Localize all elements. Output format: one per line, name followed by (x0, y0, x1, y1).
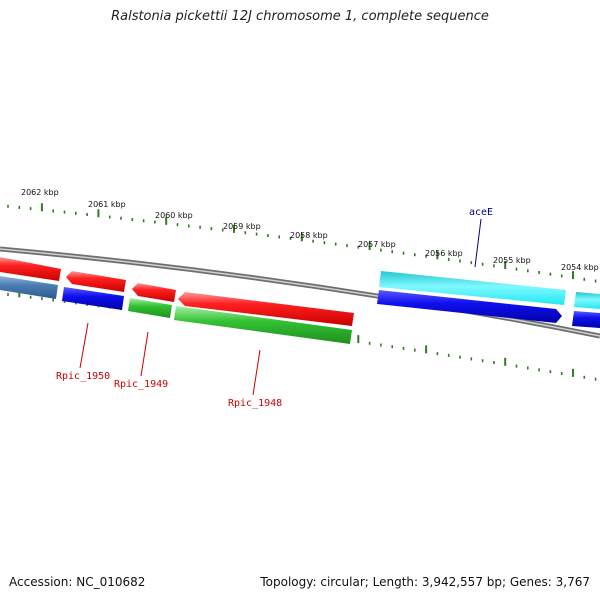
gene-label-rpic-1948[interactable]: Rpic_1948 (228, 398, 282, 409)
kbp-label: 2055 kbp (493, 256, 531, 265)
kbp-label: 2058 kbp (290, 231, 328, 240)
gene-feature-blue[interactable] (62, 287, 124, 310)
map-title: Ralstonia pickettii 12J chromosome 1, co… (111, 9, 489, 24)
gene-feature-red[interactable] (0, 257, 61, 281)
gene-feature-red[interactable] (132, 283, 176, 302)
kbp-label: 2062 kbp (21, 188, 59, 197)
gene-feature-acee[interactable] (379, 271, 566, 305)
leader-line-rpic-1950 (79, 322, 89, 369)
kbp-label: 2061 kbp (88, 200, 126, 209)
leader-line-acee (474, 218, 482, 268)
accession-text: Accession: NC_010682 (9, 575, 146, 589)
kbp-label: 2056 kbp (425, 249, 463, 258)
outer-tick-ruler (7, 203, 597, 283)
kbp-label: 2054 kbp (561, 263, 599, 272)
gene-feature-steelblue[interactable] (0, 276, 58, 299)
forward-track (0, 257, 600, 326)
reverse-track (0, 276, 600, 344)
kbp-label: 2059 kbp (223, 222, 261, 231)
gene-label-rpic-1950[interactable]: Rpic_1950 (56, 371, 110, 382)
gene-feature-red[interactable] (66, 271, 126, 292)
gene-label-rpic-1949[interactable]: Rpic_1949 (114, 379, 168, 390)
gene-feature-green[interactable] (174, 306, 352, 344)
gene-feature-red[interactable] (178, 292, 354, 326)
leader-line-rpic-1949 (140, 331, 149, 377)
backbone-arc-highlight (0, 248, 600, 337)
gene-feature-blue[interactable] (572, 311, 600, 328)
leader-line-rpic-1948 (252, 349, 261, 396)
kbp-label: 2057 kbp (358, 240, 396, 249)
gene-label-acee[interactable]: aceE (469, 207, 493, 218)
kbp-labels: 2062 kbp 2061 kbp 2060 kbp 2059 kbp 2058… (21, 188, 599, 272)
topology-text: Topology: circular; Length: 3,942,557 bp… (260, 575, 590, 589)
gene-feature-cyan[interactable] (574, 292, 600, 309)
gene-feature-green[interactable] (128, 298, 172, 318)
gene-feature-blue[interactable] (377, 290, 562, 323)
kbp-label: 2060 kbp (155, 211, 193, 220)
